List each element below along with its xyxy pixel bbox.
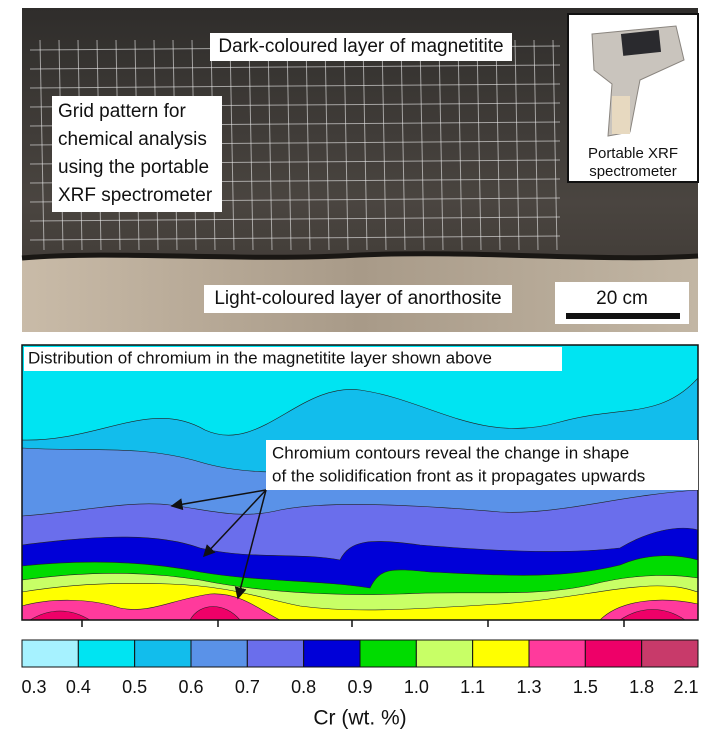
- colorbar-tick-label: 0.9: [347, 677, 372, 697]
- scale-label: 20 cm: [596, 288, 648, 309]
- grid-line: [362, 39, 368, 251]
- grid-line: [229, 39, 235, 251]
- map-ticks: [81, 620, 625, 627]
- photo-left-label: Grid pattern for: [58, 101, 186, 122]
- arrows: [170, 489, 267, 600]
- colorbar-cell: [77, 639, 136, 668]
- inset-caption: spectrometer: [589, 163, 677, 180]
- colorbar-tick-label: 1.1: [460, 677, 485, 697]
- grid-line: [324, 39, 330, 251]
- colorbar-cell: [641, 639, 699, 668]
- photo-top-label: Dark-coloured layer of magnetitite: [218, 36, 503, 57]
- grid-line: [457, 39, 463, 251]
- scale-bar: [566, 313, 680, 319]
- grid-line: [29, 64, 561, 70]
- label-box: [52, 96, 222, 212]
- grid-line: [552, 39, 558, 251]
- colorbar-tick-label: 1.5: [573, 677, 598, 697]
- grid-line: [495, 39, 501, 251]
- colorbar-cell: [584, 639, 643, 668]
- grid-line: [29, 235, 561, 241]
- label-box: [266, 440, 698, 490]
- map-title: Distribution of chromium in the magnetit…: [28, 348, 492, 367]
- grid-line: [248, 39, 254, 251]
- grid-line: [419, 39, 425, 251]
- colorbar-cell: [472, 639, 530, 668]
- colorbar-cell: [359, 639, 417, 668]
- photo-bottom-label: Light-coloured layer of anorthosite: [214, 288, 501, 309]
- colorbar-tick-label: 1.3: [516, 677, 541, 697]
- label-box: [24, 347, 562, 371]
- colorbar-tick-label: 0.3: [21, 677, 46, 697]
- inset-caption: Portable XRF: [588, 145, 678, 162]
- grid-line: [29, 216, 561, 222]
- xrf-device: [591, 25, 685, 137]
- photo-left-label: XRF spectrometer: [58, 185, 213, 206]
- grid-line: [476, 39, 482, 251]
- colorbar-tick-label: 2.1: [673, 677, 698, 697]
- grid-line: [305, 39, 311, 251]
- grid-line: [438, 39, 444, 251]
- colorbar-tick-label: 0.6: [178, 677, 203, 697]
- colorbar-tick-label: 1.0: [404, 677, 429, 697]
- photo-left-label: chemical analysis: [58, 129, 207, 150]
- colorbar-cell: [21, 639, 79, 668]
- label-box: [204, 285, 512, 313]
- colorbar-tick-label: 0.4: [66, 677, 91, 697]
- colorbar-label: Cr (wt. %): [313, 707, 406, 730]
- grid-line: [267, 39, 273, 251]
- colorbar-cell: [415, 639, 474, 668]
- grid-line: [29, 83, 561, 89]
- contact: [21, 251, 699, 261]
- label-box: [210, 33, 512, 61]
- colorbar: 0.3 0.4 0.5 0.6 0.7 0.8 0.9 1.0 1.1 1.3 1.5 1.8 2.1: [21, 639, 699, 697]
- colorbar-cell: [190, 639, 248, 668]
- colorbar-tick-label: 0.5: [122, 677, 147, 697]
- grid-line: [343, 39, 349, 251]
- grid-line: [381, 39, 387, 251]
- colorbar-cell: [134, 639, 192, 668]
- grid-line: [533, 39, 539, 251]
- colorbar-cell: [528, 639, 586, 668]
- colorbar-cell: [246, 639, 305, 668]
- colorbar-tick-label: 0.8: [291, 677, 316, 697]
- annotation: of the solidification front as it propag…: [272, 466, 645, 485]
- grid-line: [400, 39, 406, 251]
- colorbar-tick-label: 0.7: [235, 677, 260, 697]
- annotation: Chromium contours reveal the change in s…: [272, 443, 629, 462]
- colorbar-tick-label: 1.8: [629, 677, 654, 697]
- colorbar-cell: [303, 639, 361, 668]
- grid-line: [514, 39, 520, 251]
- grid-line: [286, 39, 292, 251]
- photo-left-label: using the portable: [58, 157, 209, 178]
